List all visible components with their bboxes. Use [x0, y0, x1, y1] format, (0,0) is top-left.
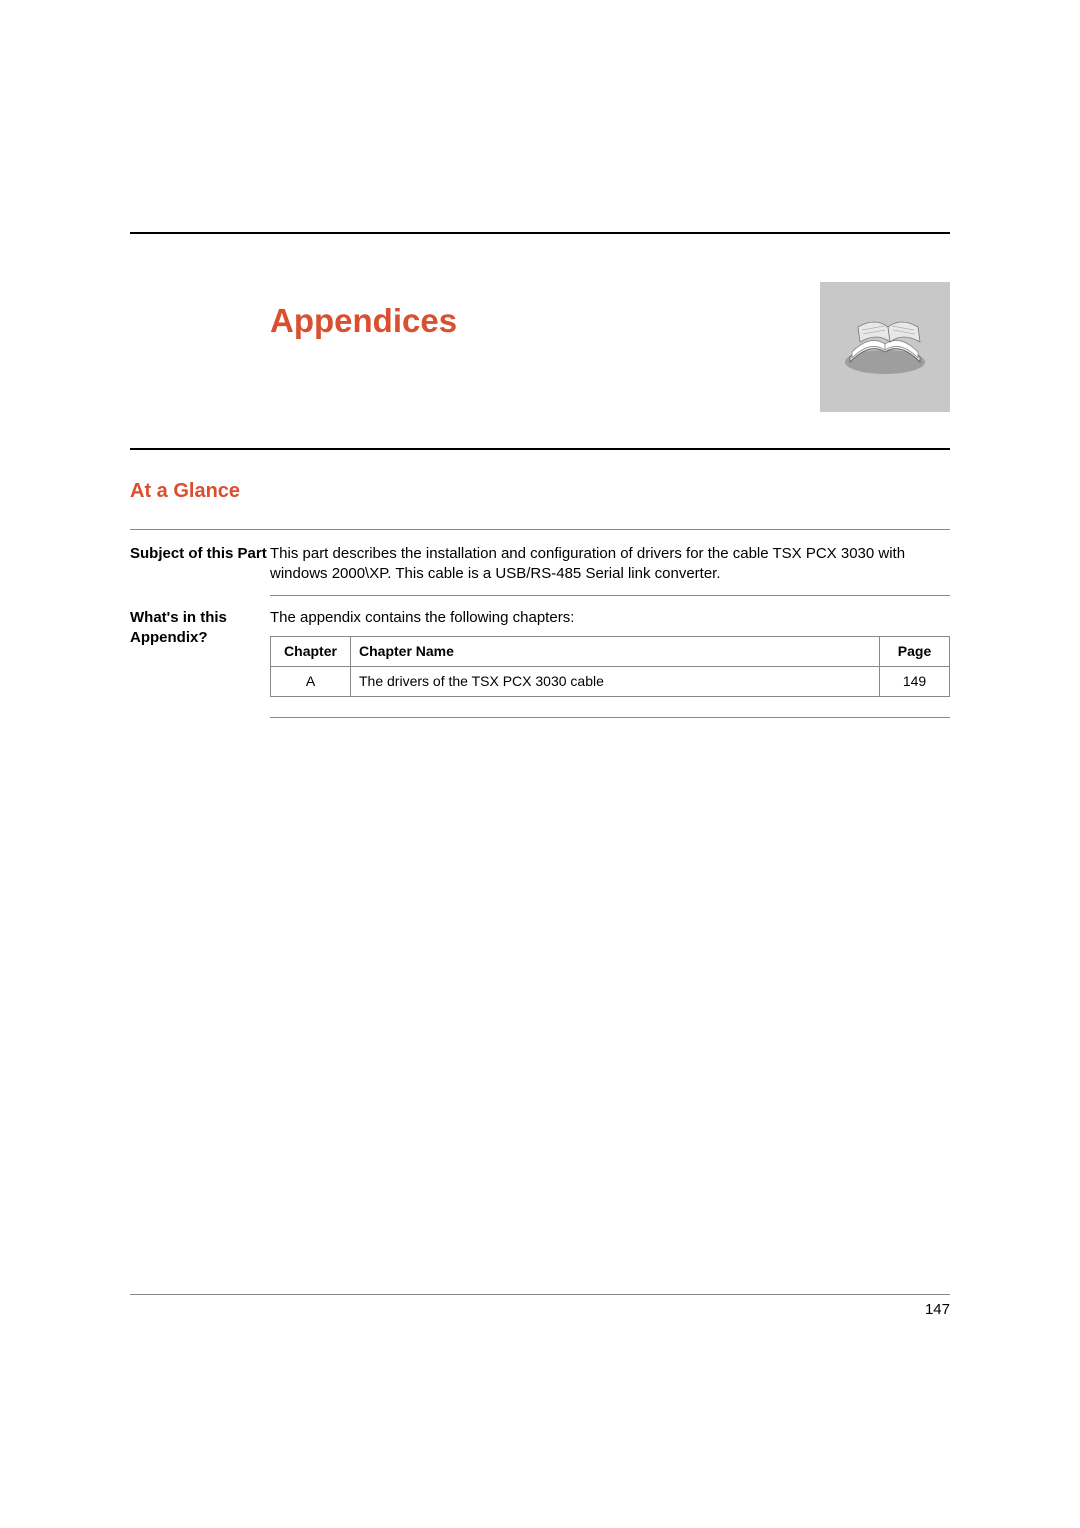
- footer: 147: [130, 1294, 950, 1318]
- cell-page: 149: [880, 666, 950, 696]
- section-heading: At a Glance: [130, 480, 950, 503]
- col-name-header: Chapter Name: [351, 636, 880, 666]
- appendix-body: The appendix contains the following chap…: [270, 608, 950, 697]
- title-row: Appendices: [130, 282, 950, 412]
- page-title: Appendices: [270, 302, 457, 340]
- appendix-intro: The appendix contains the following chap…: [270, 608, 950, 628]
- table-bottom-separator: [270, 717, 950, 718]
- mid-rule: [130, 448, 950, 450]
- table-row: A The drivers of the TSX PCX 3030 cable …: [271, 666, 950, 696]
- separator: [130, 529, 950, 530]
- page-number: 147: [130, 1301, 950, 1318]
- cell-name: The drivers of the TSX PCX 3030 cable: [351, 666, 880, 696]
- entry-separator: [270, 595, 950, 596]
- footer-rule: [130, 1294, 950, 1295]
- table-header-row: Chapter Chapter Name Page: [271, 636, 950, 666]
- appendix-label: What's in this Appendix?: [130, 608, 270, 649]
- appendix-entry: What's in this Appendix? The appendix co…: [130, 608, 950, 697]
- col-chapter-header: Chapter: [271, 636, 351, 666]
- col-page-header: Page: [880, 636, 950, 666]
- subject-body: This part describes the installation and…: [270, 544, 950, 585]
- subject-label: Subject of this Part: [130, 544, 270, 564]
- cell-chapter: A: [271, 666, 351, 696]
- chapters-table: Chapter Chapter Name Page A The drivers …: [270, 636, 950, 697]
- appendix-book-icon: [820, 282, 950, 412]
- top-rule: [130, 232, 950, 234]
- subject-entry: Subject of this Part This part describes…: [130, 544, 950, 585]
